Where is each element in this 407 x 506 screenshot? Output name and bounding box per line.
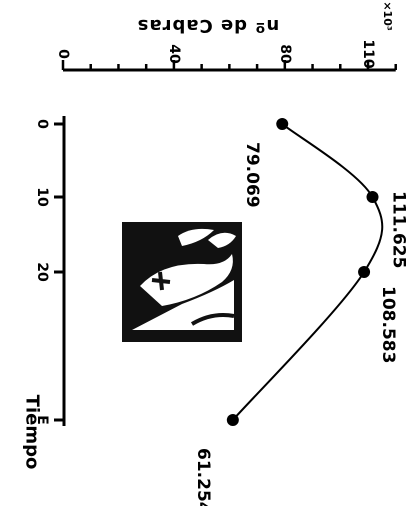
population-curve	[232, 123, 384, 421]
time-axis-tick-label: E	[34, 415, 50, 425]
data-point	[276, 118, 289, 130]
data-point	[226, 414, 239, 426]
time-axis-title: Tiempo	[22, 395, 43, 470]
data-label: 61.254	[193, 448, 213, 506]
data-label: 111.625	[389, 191, 407, 268]
data-label: 108.583	[378, 286, 398, 363]
time-axis-tick-label: 20	[34, 262, 50, 282]
value-axis-multiplier: ×10³	[381, 1, 394, 31]
time-axis-tick-label: 10	[34, 187, 50, 207]
value-axis-title: nº de Cabras	[137, 15, 280, 36]
goat-head-illustration	[122, 222, 242, 342]
data-label: 79.069	[242, 142, 262, 208]
value-axis-tick-label: 80	[277, 44, 293, 64]
value-axis-tick-label: 0	[55, 49, 71, 59]
time-axis-tick-label: 0	[34, 119, 50, 129]
value-axis-tick-label: 40	[166, 44, 182, 64]
marks-layer: 79.069 111.625 108.583 61.254	[193, 118, 407, 506]
data-point	[358, 266, 371, 278]
data-point	[366, 191, 379, 203]
value-axis-tick-label: 110	[360, 39, 376, 68]
